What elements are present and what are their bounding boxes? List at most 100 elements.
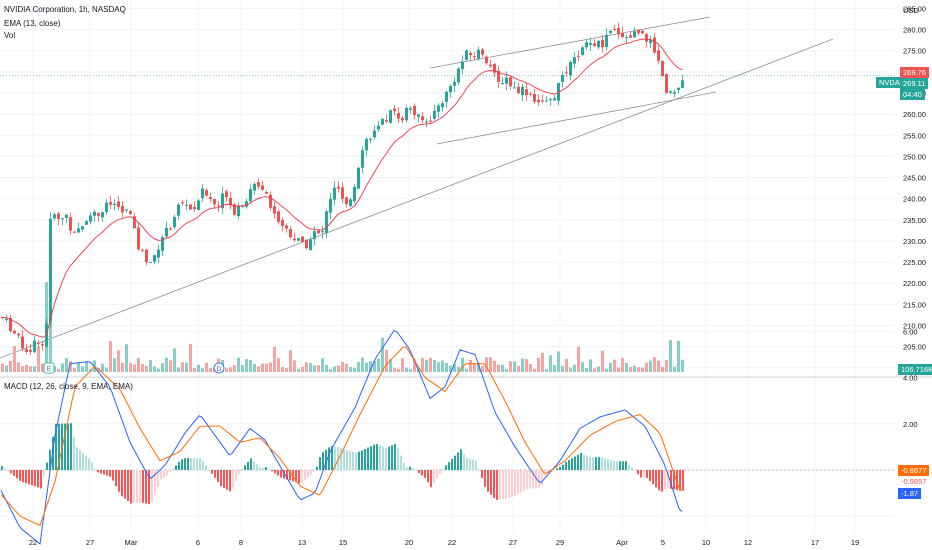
histogram-bar — [199, 458, 201, 470]
candle-body — [73, 231, 76, 233]
volume-bar — [593, 368, 596, 372]
volume-bar — [461, 357, 464, 372]
histogram-bar — [112, 470, 114, 481]
volume-bar — [145, 365, 148, 372]
volume-bar — [581, 362, 584, 372]
histogram-bar — [508, 470, 510, 498]
volume-bar — [437, 362, 440, 372]
candle-body — [93, 211, 96, 216]
channel-upper-trendline — [429, 16, 711, 69]
time-tick-label: 22 — [448, 538, 456, 547]
trendlines[interactable] — [0, 16, 834, 359]
histogram-bar — [559, 466, 561, 470]
candle-body — [405, 107, 408, 121]
histogram-bar — [34, 470, 36, 487]
candle-body — [453, 81, 456, 86]
volume-bar — [501, 364, 504, 372]
candle-body — [389, 110, 392, 123]
histogram-bar — [85, 455, 87, 470]
price-tick-label: 205.00 — [903, 343, 926, 352]
candle-body — [105, 202, 108, 212]
signal-line — [0, 346, 683, 527]
volume-bar — [477, 362, 480, 372]
candle-body — [177, 204, 180, 216]
volume-bar — [637, 367, 640, 372]
histogram-bar — [538, 470, 540, 488]
candle-body — [481, 49, 484, 55]
histogram-bar — [127, 470, 129, 502]
volume-bar — [237, 357, 240, 372]
histogram-bar — [613, 460, 615, 470]
candle-body — [373, 130, 376, 138]
volume-bar — [661, 366, 664, 372]
candle-body — [293, 238, 296, 241]
histogram-bar — [421, 470, 423, 476]
volume-bar — [673, 366, 676, 372]
time-axis[interactable]: 22 27 Mar 6 8 13 15 20 22 27 29 Apr 5 10 12 17 19 — [29, 538, 859, 547]
time-tick-label: 15 — [339, 538, 347, 547]
histogram-bar — [328, 447, 330, 470]
candle-body — [201, 188, 204, 199]
histogram-bar — [142, 470, 144, 503]
candle-body — [249, 189, 252, 202]
volume-bar — [529, 363, 532, 372]
candle-body — [349, 199, 352, 206]
price-candles[interactable] — [1, 22, 684, 355]
candle-body — [225, 191, 228, 198]
time-tick-label: 13 — [298, 538, 306, 547]
channel-lower-trendline — [436, 91, 717, 145]
candle-body — [173, 217, 176, 228]
volume-legend[interactable]: Vol — [4, 31, 16, 40]
histogram-bar — [79, 450, 81, 470]
ema-legend[interactable]: EMA (13, close) — [4, 19, 61, 28]
volume-bar — [537, 357, 540, 372]
candle-body — [549, 99, 552, 101]
candle-body — [385, 119, 388, 122]
volume-bar — [281, 366, 284, 372]
candle-body — [553, 98, 556, 101]
histogram-bar — [469, 458, 471, 470]
price-tick-label: 280.00 — [903, 26, 926, 35]
time-tick-label: 27 — [509, 538, 517, 547]
histogram-bar — [445, 465, 447, 470]
histogram-bar — [673, 470, 675, 490]
histogram-bar — [268, 469, 270, 470]
candle-body — [433, 110, 436, 119]
candle-body — [341, 187, 344, 199]
candle-body — [425, 121, 428, 123]
candle-body — [5, 318, 8, 320]
candle-body — [613, 29, 616, 31]
histogram-bar — [208, 469, 210, 471]
candle-body — [561, 74, 564, 82]
volume-bar — [321, 358, 324, 372]
histogram-bar — [100, 470, 102, 474]
histogram-bar — [358, 451, 360, 470]
histogram-bar — [460, 449, 462, 470]
price-axis[interactable]: 200.00205.00210.00215.00220.00225.00230.… — [903, 4, 926, 372]
histogram-bar — [145, 470, 147, 504]
volume-bar — [141, 363, 144, 372]
candle-body — [29, 349, 32, 352]
histogram-bar — [49, 449, 51, 470]
volume-bar — [601, 350, 604, 372]
candle-body — [301, 236, 304, 243]
macd-legend[interactable]: MACD (12, 26, close, 9, EMA, EMA) — [4, 382, 133, 391]
candle-body — [501, 82, 504, 84]
volume-bar — [25, 364, 28, 372]
histogram-bar — [424, 470, 426, 478]
volume-bar — [293, 360, 296, 372]
volume-bar — [181, 362, 184, 372]
time-tick-label: 5 — [661, 538, 665, 547]
candle-body — [273, 206, 276, 214]
candle-body — [153, 255, 156, 262]
volume-bar — [333, 366, 336, 372]
histogram-bar — [628, 464, 630, 470]
histogram-bar — [67, 423, 69, 470]
histogram-bar — [493, 470, 495, 498]
histogram-bar — [214, 470, 216, 478]
macd-axis[interactable]: 6.004.002.00-4.00 — [903, 327, 920, 550]
symbol-title[interactable]: NVIDIA Corporation, 1h, NASDAQ — [4, 5, 126, 14]
candle-body — [161, 237, 164, 251]
